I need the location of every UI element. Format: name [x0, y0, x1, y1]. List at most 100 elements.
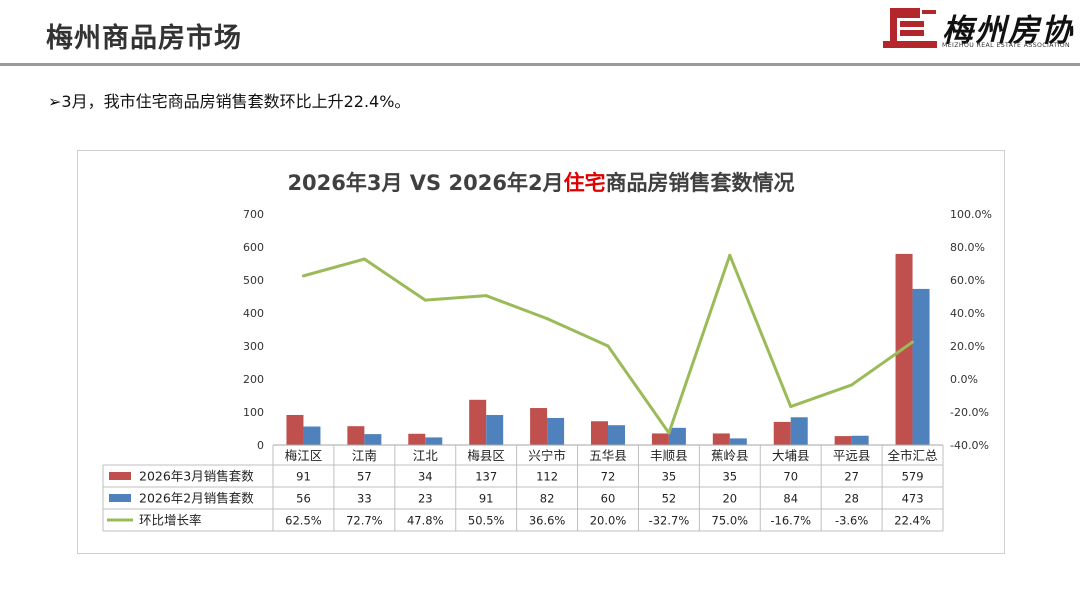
table-value: 57 [357, 470, 372, 484]
bar-march [651, 433, 669, 445]
bar-march [834, 436, 852, 445]
table-value: 75.0% [712, 514, 749, 528]
y2-tick-label: 80.0% [950, 241, 985, 254]
growth-point [667, 431, 671, 435]
growth-line [303, 253, 914, 435]
bar-feb [608, 425, 625, 445]
table-value: 91 [296, 470, 311, 484]
x-category-label: 江南 [352, 448, 377, 463]
growth-point [911, 340, 915, 344]
y-tick-label: 400 [243, 307, 264, 320]
table-value: 60 [601, 492, 616, 506]
bar-feb [303, 426, 321, 445]
y-tick-label: 300 [243, 340, 264, 353]
chart-title: 2026年3月 VS 2026年2月住宅商品房销售套数情况 [287, 171, 795, 195]
x-category-label: 梅江区 [285, 448, 323, 463]
table-value: -3.6% [835, 514, 868, 528]
x-category-label: 兴宁市 [528, 448, 566, 463]
y-tick-label: 500 [243, 274, 264, 287]
growth-point [606, 344, 610, 348]
y2-tick-label: 40.0% [950, 307, 985, 320]
table-value: 20.0% [590, 514, 627, 528]
bar-feb [364, 434, 382, 445]
summary-bullet: ➢3月，我市住宅商品房销售套数环比上升22.4%。 [48, 88, 410, 112]
x-category-label: 蕉岭县 [711, 448, 749, 463]
x-category-label: 江北 [413, 448, 439, 463]
bullet-marker-icon: ➢ [48, 92, 62, 111]
table-value: 72.7% [346, 514, 383, 528]
header-divider [0, 63, 1080, 66]
summary-text: 3月，我市住宅商品房销售套数环比上升22.4%。 [61, 92, 411, 111]
legend-label: 环比增长率 [139, 513, 202, 528]
legend-swatch-feb [109, 494, 131, 502]
bar-march [530, 408, 548, 445]
x-category-label: 全市汇总 [888, 448, 938, 463]
bar-march [591, 421, 608, 445]
bar-feb [729, 438, 747, 445]
bar-march [347, 426, 365, 445]
table-value: -32.7% [649, 514, 690, 528]
growth-point [301, 274, 305, 278]
table-value: 22.4% [894, 514, 931, 528]
x-category-label: 五华县 [589, 448, 627, 463]
x-category-label: 平远县 [833, 448, 871, 463]
x-category-label: 梅县区 [467, 448, 505, 463]
table-value: -16.7% [770, 514, 811, 528]
bar-feb [851, 435, 869, 445]
table-value: 35 [662, 470, 677, 484]
table-value: 20 [722, 492, 737, 506]
chart-svg: 0 100 200 300 400 500 600 700 100.0% 80.0% 60.0% 40… [102, 208, 992, 532]
table-value: 473 [902, 492, 924, 506]
logo-name: 梅州房协 [942, 13, 1074, 49]
y2-tick-label: -20.0% [950, 406, 989, 419]
table-value: 47.8% [407, 514, 444, 528]
growth-point [484, 294, 488, 298]
y-tick-label: 200 [243, 373, 264, 386]
table-value: 33 [357, 492, 372, 506]
bar-feb [547, 417, 565, 445]
growth-point [362, 257, 366, 261]
table-value: 34 [418, 470, 433, 484]
bar-march [408, 433, 426, 445]
y2-tick-label: 100.0% [950, 208, 992, 221]
table-value: 23 [418, 492, 433, 506]
bar-feb [486, 414, 504, 445]
bar-march [469, 399, 487, 445]
bar-feb [912, 288, 930, 445]
logo-subtitle: MEIZHOU REAL ESTATE ASSOCIATION [942, 42, 1071, 49]
x-category-label: 大埔县 [772, 448, 810, 463]
table-value: 52 [662, 492, 677, 506]
bar-feb [668, 427, 686, 445]
y-tick-label: 100 [243, 406, 264, 419]
logo: 梅州房协 MEIZHOU REAL ESTATE ASSOCIATION [880, 6, 1076, 54]
table-value: 56 [296, 492, 311, 506]
bar-feb [790, 417, 808, 445]
bar-feb [425, 437, 443, 445]
table-value: 62.5% [285, 514, 322, 528]
chart-title-highlight: 住宅 [563, 171, 606, 195]
table-value: 82 [540, 492, 555, 506]
table-value: 91 [479, 492, 494, 506]
y2-tick-label: -40.0% [950, 439, 989, 452]
table-value: 72 [601, 470, 616, 484]
table-value: 50.5% [468, 514, 505, 528]
growth-point [423, 298, 427, 302]
table-value: 70 [783, 470, 798, 484]
bar-march [286, 414, 304, 445]
legend-swatch-march [109, 472, 131, 480]
table-value: 36.6% [529, 514, 566, 528]
growth-point [545, 317, 549, 321]
growth-point [728, 253, 732, 257]
legend-label: 2026年2月销售套数 [139, 491, 254, 506]
logo-mark-icon [883, 8, 937, 48]
table-value: 28 [844, 492, 859, 506]
bar-march [712, 433, 730, 445]
table-value: 579 [902, 470, 924, 484]
page-title: 梅州商品房市场 [46, 23, 242, 54]
legend-label: 2026年3月销售套数 [139, 469, 254, 484]
table-value: 35 [722, 470, 737, 484]
growth-point [850, 383, 854, 387]
table-value: 27 [844, 470, 859, 484]
table-value: 112 [536, 470, 558, 484]
chart-frame: 2026年3月 VS 2026年2月住宅商品房销售套数情况 0 100 200 300… [77, 150, 1005, 554]
